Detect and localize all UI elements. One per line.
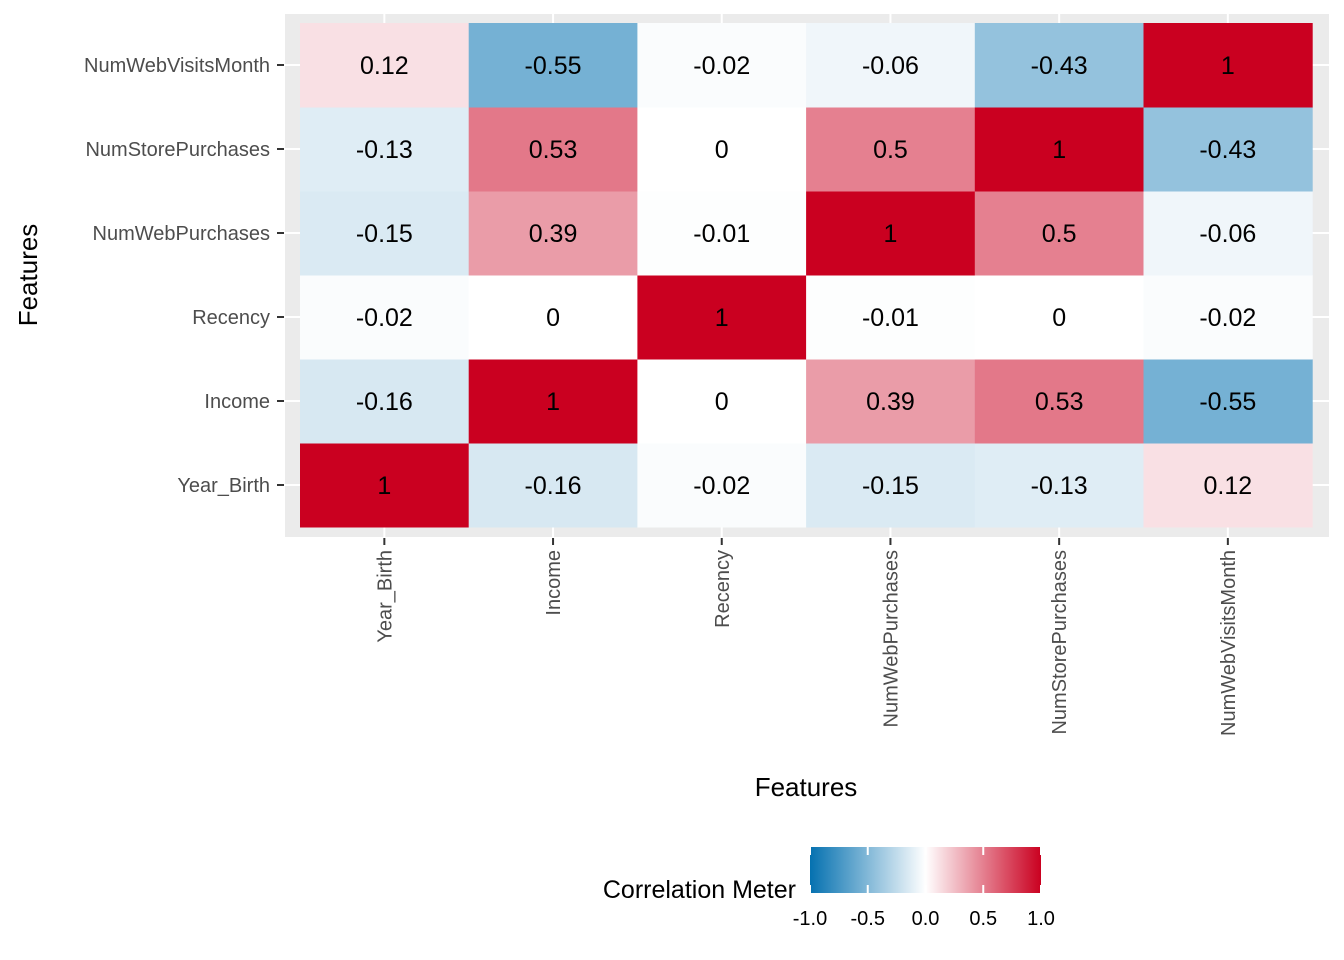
legend-title: Correlation Meter — [603, 876, 796, 904]
cell-value-label: -0.55 — [525, 52, 582, 80]
cell-value-label: 0 — [715, 388, 729, 416]
legend-tick-label: 0.5 — [969, 908, 997, 930]
cell-value-label: -0.01 — [693, 220, 750, 248]
heatmap-cell — [806, 191, 976, 276]
cell-value-label: 0.5 — [1042, 220, 1077, 248]
legend-ticks: -1.0 -0.5 0.0 0.5 1.0 — [793, 847, 1055, 930]
heatmap-cell — [974, 23, 1144, 108]
cell-value-label: 0.12 — [360, 52, 409, 80]
cell-value-label: -0.55 — [1199, 388, 1256, 416]
heatmap-cell — [300, 443, 470, 528]
heatmap-cell — [468, 443, 638, 528]
heatmap-cell — [1143, 359, 1313, 444]
x-tick-label: NumStorePurchases — [1049, 550, 1071, 735]
cell-value-label: 0 — [715, 136, 729, 164]
heatmap-cell — [300, 359, 470, 444]
heatmap-cell — [806, 359, 976, 444]
cell-value-label: 0.53 — [529, 136, 578, 164]
heatmap-cell — [1143, 443, 1313, 528]
cell-value-label: 0.39 — [529, 220, 578, 248]
cell-value-label: -0.02 — [356, 304, 413, 332]
cell-value-label: -0.02 — [693, 472, 750, 500]
y-tick-label: Recency — [192, 307, 270, 329]
y-tick-label: Year_Birth — [177, 475, 270, 497]
x-axis: Year_Birth Income Recency NumWebPurchases Nu… — [374, 538, 1240, 736]
heatmap-cell — [1143, 107, 1313, 192]
heatmap-cell — [1143, 23, 1313, 108]
legend: Correlation Meter -1.0 -0.5 0.0 0.5 1.0 — [603, 847, 1055, 930]
heatmap-cell — [637, 275, 807, 360]
heatmap-cells: 1 -0.16 -0.02 -0.15 -0.13 0.12 -0.16 1 0 0.39 0.53… — [300, 23, 1313, 528]
y-tick-label: NumWebPurchases — [93, 223, 270, 245]
heatmap-cell — [300, 191, 470, 276]
legend-tick-label: -0.5 — [851, 908, 885, 930]
heatmap-cell — [974, 443, 1144, 528]
heatmap-cell — [468, 275, 638, 360]
heatmap-cell — [637, 191, 807, 276]
x-tick-label: Year_Birth — [374, 550, 396, 643]
cell-value-label: -0.15 — [862, 472, 919, 500]
cell-value-label: 1 — [715, 304, 729, 332]
heatmap-cell — [806, 443, 976, 528]
y-axis-title: Features — [13, 224, 43, 327]
cell-value-label: 1 — [546, 388, 560, 416]
heatmap-cell — [1143, 275, 1313, 360]
heatmap-cell — [300, 275, 470, 360]
heatmap-cell — [468, 191, 638, 276]
cell-value-label: 1 — [377, 472, 391, 500]
x-axis-title: Features — [755, 772, 858, 802]
y-axis: Year_Birth Income Recency NumWebPurchases Nu… — [84, 55, 284, 497]
legend-tick-label: 0.0 — [912, 908, 940, 930]
y-tick-label: NumWebVisitsMonth — [84, 55, 270, 77]
x-tick-label: Income — [543, 550, 565, 616]
cell-value-label: 1 — [1052, 136, 1066, 164]
cell-value-label: 0 — [546, 304, 560, 332]
heatmap-cell — [637, 107, 807, 192]
cell-value-label: -0.43 — [1031, 52, 1088, 80]
cell-value-label: -0.01 — [862, 304, 919, 332]
heatmap-cell — [806, 23, 976, 108]
x-tick-label: Recency — [712, 550, 734, 628]
heatmap-cell — [806, 107, 976, 192]
cell-value-label: -0.02 — [693, 52, 750, 80]
cell-value-label: -0.13 — [1031, 472, 1088, 500]
x-tick-label: NumWebVisitsMonth — [1218, 550, 1240, 736]
cell-value-label: -0.16 — [356, 388, 413, 416]
heatmap-cell — [974, 107, 1144, 192]
cell-value-label: 0.5 — [873, 136, 908, 164]
heatmap-cell — [468, 107, 638, 192]
heatmap-cell — [1143, 191, 1313, 276]
y-tick-label: NumStorePurchases — [85, 139, 270, 161]
heatmap-cell — [637, 359, 807, 444]
heatmap-cell — [637, 23, 807, 108]
heatmap-cell — [637, 443, 807, 528]
cell-value-label: -0.16 — [525, 472, 582, 500]
heatmap-cell — [974, 275, 1144, 360]
legend-tick-label: 1.0 — [1027, 908, 1055, 930]
cell-value-label: -0.43 — [1199, 136, 1256, 164]
heatmap-cell — [468, 359, 638, 444]
heatmap-cell — [300, 107, 470, 192]
cell-value-label: 1 — [1221, 52, 1235, 80]
legend-tick-label: -1.0 — [793, 908, 827, 930]
cell-value-label: -0.13 — [356, 136, 413, 164]
cell-value-label: -0.15 — [356, 220, 413, 248]
cell-value-label: -0.02 — [1199, 304, 1256, 332]
heatmap-cell — [300, 23, 470, 108]
cell-value-label: 0.12 — [1204, 472, 1253, 500]
y-tick-label: Income — [204, 391, 270, 413]
heatmap-cell — [974, 191, 1144, 276]
cell-value-label: -0.06 — [862, 52, 919, 80]
cell-value-label: 0 — [1052, 304, 1066, 332]
cell-value-label: -0.06 — [1199, 220, 1256, 248]
heatmap-cell — [974, 359, 1144, 444]
cell-value-label: 1 — [883, 220, 897, 248]
heatmap-cell — [806, 275, 976, 360]
cell-value-label: 0.53 — [1035, 388, 1084, 416]
cell-value-label: 0.39 — [866, 388, 915, 416]
heatmap-cell — [468, 23, 638, 108]
x-tick-label: NumWebPurchases — [880, 550, 902, 727]
